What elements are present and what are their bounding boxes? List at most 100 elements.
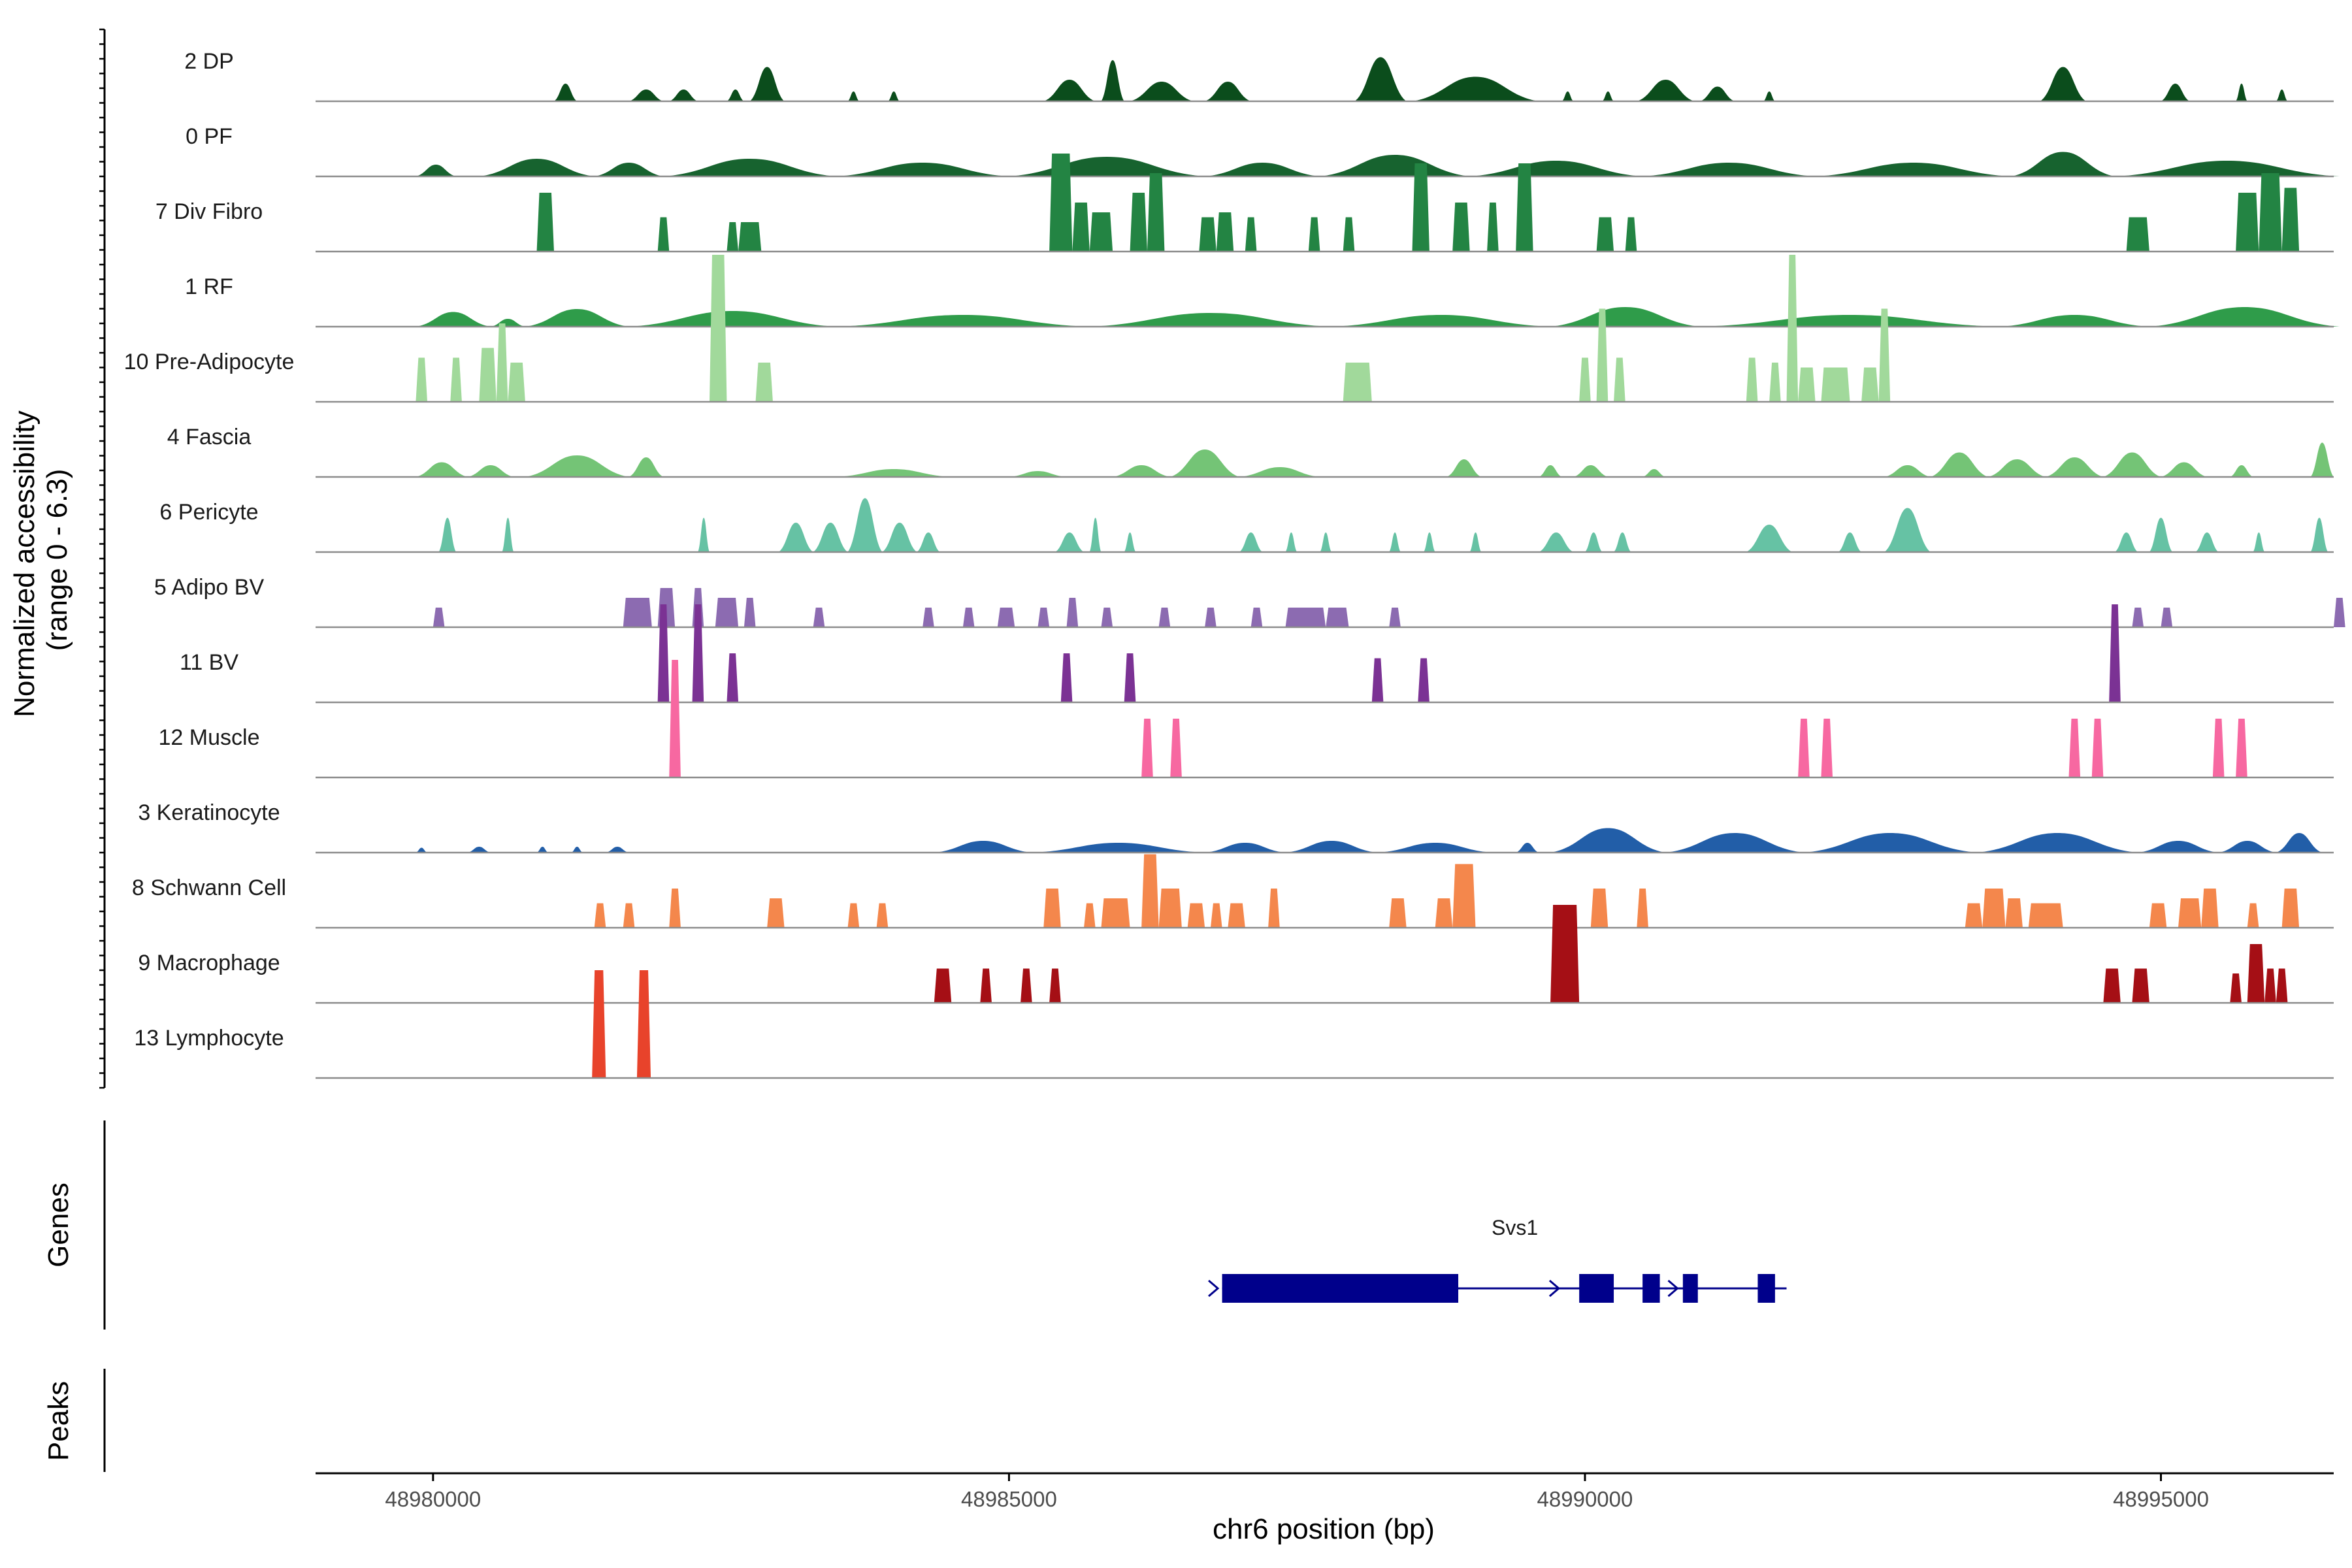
coverage-peak	[1049, 154, 1073, 252]
coverage-peak	[917, 532, 940, 552]
coverage-peak	[416, 165, 457, 176]
coverage-peak	[836, 469, 952, 477]
coverage-peak	[623, 598, 652, 627]
coverage-peak	[2068, 719, 2081, 777]
coverage-peak	[2161, 462, 2208, 477]
coverage-peak	[1124, 653, 1136, 702]
coverage-peak	[1205, 843, 1286, 853]
x-axis-title: chr6 position (bp)	[1213, 1513, 1435, 1545]
coverage-peak	[1089, 517, 1102, 552]
coverage-peak	[1354, 57, 1407, 101]
genes-panel: Svs1	[103, 1120, 1787, 1330]
coverage-peak	[1320, 532, 1332, 552]
coverage-peak	[2276, 90, 2288, 101]
coverage-peak	[1210, 903, 1222, 928]
coverage-peak	[1285, 532, 1298, 552]
coverage-peak	[2103, 452, 2161, 477]
track-label: 1 RF	[185, 274, 233, 299]
track-5-adipo-bv: 5 Adipo BV	[154, 575, 2345, 629]
track-6-pericyte: 6 Pericyte	[159, 498, 2334, 553]
coverage-peak	[1043, 889, 1061, 928]
coverage-peak	[1798, 719, 1810, 777]
coverage-peak	[1089, 212, 1113, 252]
track-label: 7 Div Fibro	[155, 199, 263, 224]
coverage-peak	[450, 357, 462, 402]
coverage-peak	[2126, 217, 2149, 252]
coverage-peak	[479, 348, 497, 402]
coverage-peak	[1884, 465, 1931, 477]
coverage-peak	[657, 217, 670, 252]
coverage-peak	[2132, 968, 2149, 1003]
coverage-peak	[1982, 889, 2006, 928]
y-axis-title-line1: Normalized accessibility	[8, 410, 41, 717]
coverage-peak	[1861, 367, 1879, 402]
coverage-peak	[847, 498, 883, 552]
coverage-peak	[2195, 532, 2219, 552]
coverage-peak	[623, 903, 635, 928]
x-tick-label: 48995000	[2113, 1487, 2209, 1511]
coverage-peak	[2040, 67, 2086, 101]
track-label: 6 Pericyte	[159, 500, 258, 525]
coverage-peak	[1216, 212, 1234, 252]
coverage-peak	[1884, 508, 1931, 552]
y-axis	[99, 28, 106, 1089]
coverage-peak	[1602, 91, 1614, 101]
strand-arrow-icon	[1548, 1279, 1561, 1298]
coverage-peak	[1487, 203, 1499, 252]
coverage-peak	[1665, 833, 1804, 853]
coverage-peak	[1199, 217, 1217, 252]
coverage-peak	[416, 312, 491, 327]
coverage-peak	[1239, 467, 1320, 477]
coverage-peak	[2178, 898, 2202, 928]
coverage-peak	[416, 847, 428, 853]
coverage-peak	[1285, 608, 1326, 627]
coverage-peak	[1205, 608, 1217, 627]
coverage-peak	[2276, 833, 2323, 853]
coverage-peak	[1250, 608, 1263, 627]
coverage-peak	[1999, 315, 2149, 327]
genes-panel-label: Genes	[42, 1183, 74, 1267]
coverage-tracks: 2 DP 0 PF 7 Div Fibro 1 RF 10 Pre-Adipocyte 4…	[124, 49, 2345, 1079]
coverage-peak	[2281, 889, 2300, 928]
x-tick-label: 48990000	[1537, 1487, 1633, 1511]
track-13-lymphocyte: 13 Lymphocyte	[134, 970, 2334, 1079]
coverage-peak	[1769, 363, 1781, 402]
coverage-peak	[1245, 217, 1257, 252]
x-tick-label: 48985000	[961, 1487, 1057, 1511]
coverage-peak	[2005, 898, 2023, 928]
coverage-peak	[1550, 828, 1666, 853]
coverage-peak	[1561, 91, 1574, 101]
coverage-peak	[2259, 173, 2282, 252]
coverage-peak	[2276, 968, 2288, 1003]
coverage-peak	[727, 653, 739, 702]
coverage-peak	[416, 462, 468, 477]
coverage-peak	[813, 523, 848, 552]
coverage-peak	[1089, 313, 1332, 327]
track-9-macrophage: 9 Macrophage	[138, 905, 2334, 1004]
coverage-peak	[1060, 653, 1073, 702]
coverage-peak	[1331, 315, 1551, 327]
coverage-peak	[1158, 608, 1171, 627]
track-3-keratinocyte: 3 Keratinocyte	[138, 800, 2334, 854]
coverage-peak	[1539, 532, 1574, 552]
coverage-peak	[1579, 357, 1591, 402]
track-label: 13 Lymphocyte	[134, 1026, 284, 1051]
coverage-peak	[727, 90, 744, 101]
coverage-peak	[1170, 719, 1182, 777]
coverage-peak	[592, 970, 606, 1078]
coverage-peak	[2132, 608, 2144, 627]
coverage-peak	[1228, 903, 1245, 928]
coverage-peak	[1584, 532, 1603, 552]
coverage-peak	[594, 903, 606, 928]
gene-exon	[1579, 1274, 1614, 1303]
coverage-peak	[1371, 658, 1384, 702]
track-label: 8 Schwann Cell	[132, 875, 286, 900]
coverage-peak	[962, 608, 975, 627]
gene-label: Svs1	[1492, 1216, 1538, 1239]
coverage-peak	[767, 898, 785, 928]
coverage-peak	[1637, 80, 1695, 101]
coverage-peak	[1516, 163, 1533, 252]
coverage-peak	[882, 523, 917, 552]
coverage-peak	[553, 84, 578, 101]
coverage-peak	[778, 523, 813, 552]
